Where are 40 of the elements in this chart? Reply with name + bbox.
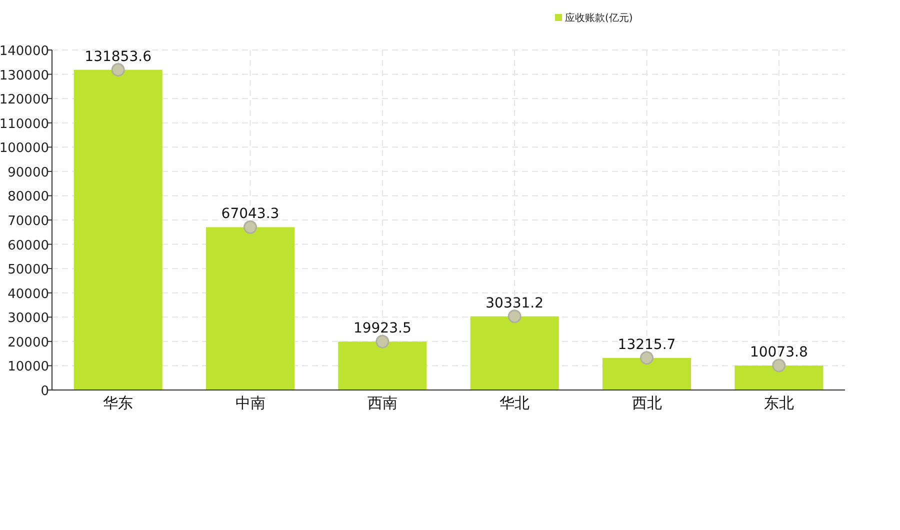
y-tick-label: 100000 [0,141,49,156]
bar [734,366,824,390]
x-tick-label: 西南 [367,394,398,412]
x-tick-label: 西北 [632,394,662,412]
data-label: 67043.3 [221,206,280,222]
y-tick-label: 0 [40,384,49,399]
data-label: 30331.2 [486,295,544,312]
y-tick-label: 130000 [0,68,49,84]
x-tick-label: 华东 [103,394,134,412]
y-tick-label: 50000 [8,262,49,278]
point [111,63,125,77]
y-tick-label: 120000 [0,92,49,108]
point [640,351,654,365]
y-tick-label: 70000 [8,214,49,229]
legend-label: 应收账款(亿元) [565,12,633,24]
y-tick-label: 10000 [8,360,49,375]
x-tick-label: 中南 [235,394,266,412]
y-tick-label: 20000 [8,335,49,350]
y-tick-label: 140000 [0,44,49,59]
bar [206,227,295,390]
y-tick-label: 90000 [8,165,49,180]
point [772,358,786,372]
x-tick-label: 华北 [500,394,530,412]
point [376,334,390,348]
data-label: 19923.5 [353,320,412,337]
data-label: 13215.7 [618,336,676,353]
y-tick-label: 30000 [8,311,49,326]
y-tick-label: 80000 [8,190,49,205]
bar [602,358,692,390]
data-label: 131853.6 [84,48,152,65]
x-tick-label: 东北 [764,394,794,412]
y-tick-label: 60000 [8,238,49,254]
point [508,310,522,324]
bar [338,342,427,390]
bar [470,316,559,390]
point [244,220,257,234]
y-tick-label: 110000 [0,116,49,132]
y-tick-label: 40000 [8,286,49,302]
bar [74,70,162,390]
data-label: 10073.8 [750,344,808,361]
